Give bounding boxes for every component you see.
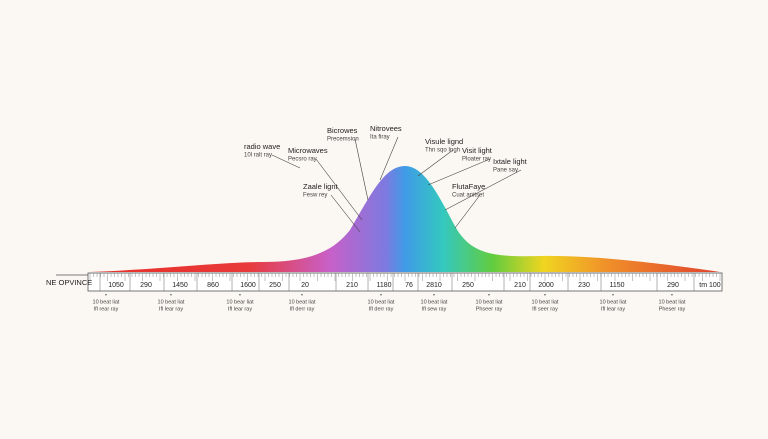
callout-title: Bicrowes — [327, 126, 358, 135]
ruler-label: 1150 — [609, 282, 624, 289]
ruler-name: NE OPVINCE — [46, 278, 92, 287]
callout-subtitle: Precemsion — [327, 137, 359, 143]
note-line: 10 beat liat — [158, 299, 185, 305]
callout-subtitle: Pane say — [493, 168, 518, 174]
note-line: 10 bear liat — [226, 299, 254, 305]
ruler-label: 2810 — [426, 282, 442, 289]
callout-title: Nitrovees — [370, 124, 402, 133]
callout-subtitle: Ita firay — [370, 135, 390, 141]
ruler-label: 2000 — [538, 282, 554, 289]
leader-line — [271, 154, 301, 169]
ruler-label: 1050 — [108, 282, 124, 289]
ruler-label: 250 — [269, 282, 281, 289]
note-line: Ifl lear ray — [228, 306, 252, 312]
ruler-label: 20 — [301, 282, 309, 289]
note-dot: • — [105, 292, 107, 298]
note-line: 10 beat liat — [368, 299, 395, 305]
ruler-label: 290 — [140, 282, 152, 289]
note-dot: • — [488, 292, 490, 298]
callout-title: radio wave — [244, 142, 280, 151]
note-dot: • — [239, 292, 241, 298]
note-line: 10 beat liat — [93, 299, 120, 305]
callout-subtitle: Cuat anitset — [452, 193, 484, 199]
note-dot: • — [433, 292, 435, 298]
leader-line — [427, 158, 491, 186]
note-dot: • — [612, 292, 614, 298]
callout-subtitle: Thn sqo Ingh — [425, 148, 460, 154]
note-line: 10 beat liat — [476, 299, 503, 305]
note-dot: • — [380, 292, 382, 298]
leader-line — [354, 138, 369, 201]
callout-subtitle: Fesw rey — [303, 193, 327, 199]
callout-title: Zaale lignt — [303, 182, 339, 191]
note-line: Ifl seer ray — [532, 306, 558, 312]
leader-line — [444, 169, 522, 211]
note-line: Ifl sew ray — [422, 306, 447, 312]
note-line: Phseer ray — [476, 306, 503, 312]
callout-subtitle: Ploater ray — [462, 157, 491, 163]
ruler-label: 230 — [578, 282, 590, 289]
note-dot: • — [671, 292, 673, 298]
leader-line — [417, 149, 454, 177]
spectrum-curve — [90, 166, 720, 272]
callout-subtitle: Pecsro ray — [288, 157, 317, 163]
note-line: 10 beat liat — [289, 299, 316, 305]
ruler-label: 1600 — [240, 282, 256, 289]
note-dot: • — [170, 292, 172, 298]
ruler-label: 210 — [346, 282, 358, 289]
note-line: Ifl rear ray — [94, 306, 119, 312]
ruler-label: 290 — [667, 282, 679, 289]
callout-title: Ixtale light — [493, 157, 528, 166]
note-line: Ifl derr ray — [369, 306, 394, 312]
leader-line — [454, 194, 481, 229]
note-line: 10 beat liat — [600, 299, 627, 305]
note-line: 10 beat liat — [659, 299, 686, 305]
callout-subtitle: 10l ralt ray — [244, 153, 272, 159]
callout-title: Microwaves — [288, 146, 328, 155]
leader-line — [315, 158, 363, 221]
ruler-label: 250 — [462, 282, 474, 289]
ruler-label: tm 100 — [699, 282, 721, 289]
ruler-label: 1180 — [376, 282, 391, 289]
note-line: 10 beat liat — [532, 299, 559, 305]
ruler-label: 76 — [405, 282, 413, 289]
callout-title: FlutaFaye — [452, 182, 485, 191]
ruler-label: 210 — [514, 282, 526, 289]
leader-line — [379, 136, 399, 181]
ruler-label: 1450 — [172, 282, 188, 289]
note-line: Ifl derr ray — [290, 306, 315, 312]
note-line: Ifl lear ray — [601, 306, 625, 312]
note-line: Ifl lear ray — [159, 306, 183, 312]
callout-title: Visule lignd — [425, 137, 463, 146]
ruler-ticks — [89, 273, 721, 281]
note-line: 10 beat liat — [421, 299, 448, 305]
callout-title: Visit light — [462, 146, 493, 155]
note-line: Pheser ray — [659, 306, 686, 312]
note-dot: • — [301, 292, 303, 298]
note-dot: • — [544, 292, 546, 298]
leader-line — [330, 194, 361, 233]
ruler-label: 860 — [207, 282, 219, 289]
